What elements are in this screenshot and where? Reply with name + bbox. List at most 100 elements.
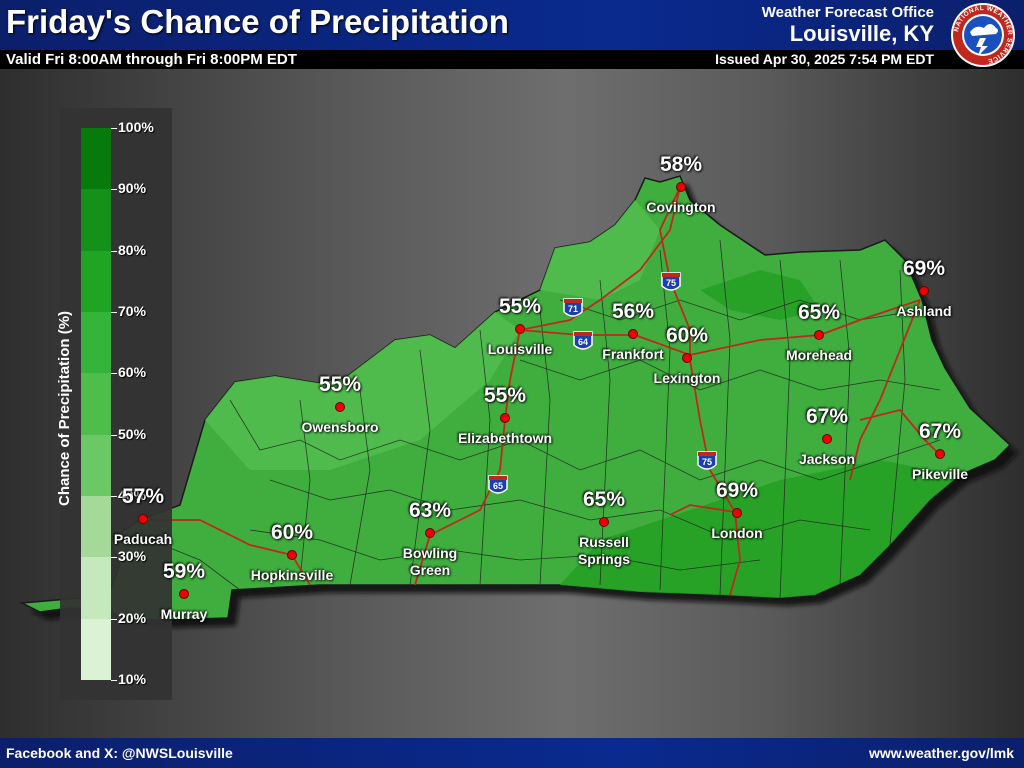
legend-tick-label: 70% [118,302,147,319]
legend-tick-mark [111,311,117,313]
city-marker [919,286,929,296]
city-name: Pikeville [911,466,969,482]
city-marker [138,514,148,524]
legend-tick-label: 40% [118,486,147,503]
legend-swatch-70-80 [81,250,111,312]
city-marker [628,329,638,339]
legend-tick-label: 10% [118,670,147,687]
city-name: Elizabethtown [457,430,553,446]
legend-color-bar [81,128,111,680]
i71-shield [563,298,583,317]
legend-swatch-60-70 [81,311,111,374]
legend-swatch-80-90 [81,189,111,251]
issued-time: Issued Apr 30, 2025 7:54 PM EDT [715,51,934,67]
valid-time: Valid Fri 8:00AM through Fri 8:00PM EDT [6,51,297,68]
city-name: Bowling Green [402,545,458,578]
i65-label: 65 [493,481,503,491]
city-name: Jackson [798,451,856,467]
nws-logo-icon: NATIONAL WEATHER SERVICE [951,3,1015,67]
i65-shield [488,475,508,494]
city-name: Paducah [113,531,173,547]
legend-tick-label: 30% [118,548,147,565]
legend-tick-mark [111,189,117,191]
legend-tick-label: 80% [118,241,147,258]
legend-tick-mark [111,557,117,559]
legend-tick-label: 90% [118,180,147,197]
city-name: Louisville [487,341,553,357]
city-marker [425,528,435,538]
footer-bar: Facebook and X: @NWSLouisville www.weath… [0,738,1024,768]
city-precip-value: 60% [665,324,709,347]
city-name: Murray [160,606,208,622]
city-precip-value: 57% [121,485,165,508]
office-name: Weather Forecast Office [761,4,934,21]
city-marker [515,324,525,334]
legend-swatch-30-40 [81,495,111,558]
social-handle: Facebook and X: @NWSLouisville [6,745,233,761]
city-precip-value: 55% [498,295,542,318]
city-precip-value: 67% [918,420,962,443]
city-marker [935,449,945,459]
legend-panel [60,108,172,700]
city-precip-value: 55% [318,373,362,396]
city-name: Owensboro [301,419,379,435]
precip-shading-dark [560,270,960,598]
city-precip-value: 59% [162,560,206,583]
legend-title-text: Chance of Precipitation (%) [56,310,73,506]
i71-label: 71 [568,304,578,314]
city-name: Frankfort [602,346,664,362]
city-marker [676,182,686,192]
page-title: Friday's Chance of Precipitation [6,3,509,40]
legend-tick-mark [111,434,117,436]
legend-tick-label: 50% [118,425,147,442]
city-name: Ashland [896,303,952,319]
valid-time-bar [0,50,1024,69]
city-precip-value: 58% [659,153,703,176]
i64-label: 64 [578,337,588,347]
city-marker [732,508,742,518]
city-precip-value: 69% [902,257,946,280]
city-precip-value: 60% [270,521,314,544]
legend-tick-mark [111,250,117,252]
city-name: Lexington [653,370,721,386]
legend-tick-mark [111,679,117,681]
city-precip-value: 69% [715,479,759,502]
legend-tick-label: 60% [118,364,147,381]
city-marker [814,330,824,340]
office-city: Louisville, KY [789,21,934,46]
city-marker [682,353,692,363]
website-link[interactable]: www.weather.gov/lmk [869,745,1014,761]
city-precip-value: 65% [797,301,841,324]
city-precip-value: 63% [408,499,452,522]
city-name: Hopkinsville [250,567,334,583]
legend-tick-mark [111,128,117,129]
city-marker [179,589,189,599]
city-precip-value: 55% [483,384,527,407]
interstate-numbers: 71 75 64 65 75 [493,278,712,491]
i75-south-shield [697,451,717,470]
city-precip-value: 67% [805,405,849,428]
i75-south-label: 75 [702,457,712,467]
city-precip-value: 56% [611,300,655,323]
city-marker [599,517,609,527]
city-marker [287,550,297,560]
city-marker [822,434,832,444]
legend-tick-label: 20% [118,609,147,626]
i75-north-label: 75 [666,278,676,288]
legend-tick-mark [111,495,117,497]
interstate-shields [488,272,717,494]
legend-tick-mark [111,373,117,375]
i75-north-shield [661,272,681,291]
city-name: Morehead [785,347,853,363]
city-marker [335,402,345,412]
city-name: London [711,525,763,541]
city-marker [500,413,510,423]
legend-tick-label: 100% [118,119,154,135]
i64-shield [573,331,593,350]
legend-swatch-20-30 [81,557,111,619]
city-name: Russell Springs [577,534,631,567]
city-precip-value: 65% [582,488,626,511]
legend-swatch-50-60 [81,373,111,435]
precip-shading [205,200,660,470]
